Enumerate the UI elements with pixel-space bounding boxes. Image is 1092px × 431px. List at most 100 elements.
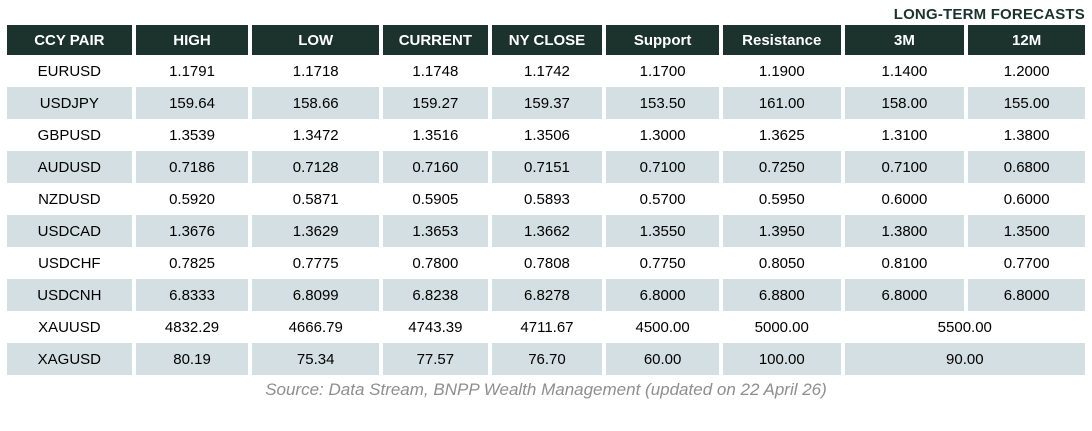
table-row-audusd: AUDUSD 0.7186 0.7128 0.7160 0.7151 0.710… (7, 151, 1085, 183)
cell-resistance: 1.3625 (758, 126, 805, 144)
source-note: Source: Data Stream, BNPP Wealth Managem… (265, 380, 827, 399)
cell-pair: USDCHF (38, 254, 101, 272)
cell-high: 4832.29 (164, 318, 220, 336)
cell-low: 158.66 (252, 87, 380, 119)
header-row: CCY PAIR HIGH LOW CURRENT NY CLOSE Suppo… (7, 25, 1085, 55)
cell-3m: 1.3100 (881, 126, 928, 144)
cell-low: 0.7775 (292, 254, 339, 272)
cell-high: 1.1791 (169, 62, 215, 80)
table-row-usdchf: USDCHF 0.7825 0.7775 0.7800 0.7808 0.775… (7, 247, 1085, 279)
cell-high: 1.3539 (169, 126, 215, 144)
fx-forecast-table: CCY PAIR HIGH LOW CURRENT NY CLOSE Suppo… (3, 25, 1089, 375)
cell-resistance: 0.8050 (758, 254, 805, 272)
cell-pair: EURUSD (37, 62, 102, 80)
cell-current: 1.1748 (412, 62, 459, 80)
cell-resistance: 161.00 (722, 87, 841, 119)
cell-support: 1.3550 (606, 215, 719, 247)
table-row-usdcad: USDCAD 1.3676 1.3629 1.3653 1.3662 1.355… (7, 215, 1085, 247)
table-row-xagusd: XAGUSD 80.19 75.34 77.57 76.70 60.00 100… (7, 343, 1085, 375)
cell-support: 153.50 (606, 87, 719, 119)
cell-current: 1.3516 (412, 126, 459, 144)
cell-12m: 6.8000 (968, 279, 1085, 311)
cell-ny-close: 4711.67 (520, 318, 574, 336)
cell-12m: 0.7700 (1003, 254, 1050, 272)
table-row-usdcnh: USDCNH 6.8333 6.8099 6.8238 6.8278 6.800… (7, 279, 1085, 311)
cell-ny-close: 1.1742 (524, 62, 570, 80)
cell-3m: 0.8100 (881, 254, 928, 272)
cell-ny-close: 1.3506 (524, 126, 570, 144)
cell-pair: XAUUSD (38, 318, 101, 336)
cell-high: 0.7825 (169, 254, 215, 272)
cell-resistance: 5000.00 (754, 318, 809, 336)
cell-support: 60.00 (606, 343, 719, 375)
cell-ny-close: 76.70 (491, 343, 603, 375)
cell-support: 6.8000 (606, 279, 719, 311)
col-header-low: LOW (252, 25, 380, 55)
cell-resistance: 0.7250 (722, 151, 841, 183)
cell-low: 1.3472 (292, 126, 339, 144)
cell-pair: USDJPY (7, 87, 132, 119)
table-row-nzdusd: NZDUSD 0.5920 0.5871 0.5905 0.5893 0.570… (7, 183, 1085, 215)
cell-high: 80.19 (135, 343, 249, 375)
cell-current: 4743.39 (408, 318, 463, 336)
cell-support: 0.5700 (639, 190, 686, 208)
cell-ny-close: 0.5893 (524, 190, 570, 208)
cell-pair: XAGUSD (7, 343, 132, 375)
fx-long-term-forecasts-panel: LONG-TERM FORECASTS CCY PAIR HIGH LOW CU… (0, 6, 1092, 400)
cell-low: 1.3629 (252, 215, 380, 247)
cell-support: 1.1700 (639, 62, 686, 80)
cell-high: 0.5920 (169, 190, 215, 208)
cell-forecast-3m-12m-merged: 5500.00 (937, 318, 992, 336)
cell-resistance: 6.8800 (722, 279, 841, 311)
cell-support: 1.3000 (639, 126, 686, 144)
cell-12m: 1.3500 (968, 215, 1085, 247)
col-header-3m: 3M (844, 25, 965, 55)
cell-3m: 1.3800 (844, 215, 965, 247)
cell-current: 6.8238 (383, 279, 488, 311)
cell-pair: USDCNH (7, 279, 132, 311)
cell-ny-close: 6.8278 (491, 279, 603, 311)
cell-high: 1.3676 (135, 215, 249, 247)
table-row-xauusd: XAUUSD 4832.29 4666.79 4743.39 4711.67 4… (7, 311, 1085, 343)
cell-ny-close: 1.3662 (491, 215, 603, 247)
cell-pair: GBPUSD (37, 126, 102, 144)
cell-resistance: 1.3950 (722, 215, 841, 247)
cell-3m: 0.7100 (844, 151, 965, 183)
col-header-resistance: Resistance (722, 25, 841, 55)
cell-current: 0.7800 (412, 254, 459, 272)
cell-current: 1.3653 (383, 215, 488, 247)
col-header-12m: 12M (968, 25, 1085, 55)
cell-low: 75.34 (252, 343, 380, 375)
cell-high: 6.8333 (135, 279, 249, 311)
cell-low: 1.1718 (292, 62, 339, 80)
cell-support: 0.7100 (606, 151, 719, 183)
cell-3m: 1.1400 (881, 62, 928, 80)
cell-resistance: 1.1900 (758, 62, 805, 80)
cell-support: 0.7750 (639, 254, 686, 272)
col-header-support: Support (606, 25, 719, 55)
cell-forecast-3m-12m-merged: 90.00 (844, 343, 1085, 375)
cell-ny-close: 0.7808 (524, 254, 570, 272)
col-header-ccy-pair: CCY PAIR (7, 25, 132, 55)
col-header-high: HIGH (135, 25, 249, 55)
cell-low: 6.8099 (252, 279, 380, 311)
cell-low: 4666.79 (288, 318, 343, 336)
cell-resistance: 100.00 (722, 343, 841, 375)
cell-low: 0.7128 (252, 151, 380, 183)
cell-resistance: 0.5950 (758, 190, 805, 208)
cell-current: 0.5905 (412, 190, 459, 208)
cell-pair: NZDUSD (38, 190, 101, 208)
cell-12m: 0.6000 (1003, 190, 1050, 208)
cell-support: 4500.00 (635, 318, 690, 336)
table-row-eurusd: EURUSD 1.1791 1.1718 1.1748 1.1742 1.170… (7, 55, 1085, 87)
cell-high: 0.7186 (135, 151, 249, 183)
col-header-current: CURRENT (383, 25, 488, 55)
cell-pair: USDCAD (7, 215, 132, 247)
cell-ny-close: 0.7151 (491, 151, 603, 183)
cell-12m: 1.2000 (1003, 62, 1050, 80)
table-row-gbpusd: GBPUSD 1.3539 1.3472 1.3516 1.3506 1.300… (7, 119, 1085, 151)
cell-pair: AUDUSD (7, 151, 132, 183)
cell-3m: 0.6000 (881, 190, 928, 208)
cell-ny-close: 159.37 (491, 87, 603, 119)
cell-3m: 6.8000 (844, 279, 965, 311)
